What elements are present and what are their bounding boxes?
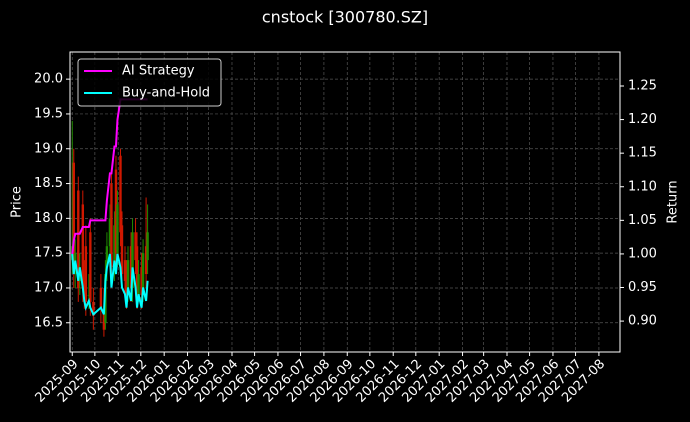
candle-body bbox=[108, 218, 112, 247]
candle-body bbox=[81, 204, 85, 288]
candle-body bbox=[120, 225, 124, 275]
y2-tick-label: 1.25 bbox=[628, 78, 657, 93]
candle-body bbox=[129, 246, 133, 288]
y2-tick-label: 1.00 bbox=[628, 246, 657, 261]
legend-label: AI Strategy bbox=[122, 64, 195, 79]
y-tick-label: 17.0 bbox=[34, 280, 63, 295]
candle-body bbox=[123, 260, 127, 282]
y-tick-label: 19.5 bbox=[34, 106, 63, 121]
candle-body bbox=[144, 246, 148, 275]
candle-body bbox=[102, 308, 106, 330]
legend-box bbox=[77, 58, 222, 107]
candle-body bbox=[83, 281, 86, 295]
candle-body bbox=[105, 246, 109, 268]
candle-body bbox=[135, 246, 139, 295]
y2-tick-label: 0.90 bbox=[628, 314, 657, 329]
candle-body bbox=[116, 204, 119, 254]
candle-body bbox=[125, 274, 128, 295]
y-tick-label: 18.0 bbox=[34, 211, 63, 226]
chart-title: cnstock [300780.SZ] bbox=[262, 8, 428, 27]
plot-frame bbox=[69, 51, 621, 353]
candle-body bbox=[113, 225, 116, 268]
y2-tick-label: 1.05 bbox=[628, 213, 657, 228]
candle-body bbox=[110, 183, 113, 268]
candle-body bbox=[119, 155, 122, 233]
legend-label: Buy-and-Hold bbox=[122, 86, 210, 101]
candle-body bbox=[77, 190, 80, 288]
candle-body bbox=[84, 246, 88, 302]
candle-body bbox=[126, 260, 130, 295]
candle-body bbox=[114, 169, 118, 254]
candle-body bbox=[140, 267, 143, 295]
candle-body bbox=[131, 232, 134, 288]
y2-tick-label: 0.95 bbox=[628, 280, 657, 295]
candle-body bbox=[99, 287, 103, 309]
y2-tick-label: 1.10 bbox=[628, 179, 657, 194]
candle-body bbox=[137, 274, 140, 295]
candle-body bbox=[146, 232, 149, 261]
y-tick-label: 17.5 bbox=[34, 246, 63, 261]
y2-axis-label: Return bbox=[666, 180, 681, 223]
candle-body bbox=[92, 301, 95, 316]
candle-body bbox=[141, 253, 145, 295]
y-tick-label: 16.5 bbox=[34, 315, 63, 330]
legend: AI Strategy Buy-and-Hold bbox=[77, 58, 222, 107]
candle-body bbox=[89, 232, 92, 302]
candle-body bbox=[134, 232, 137, 261]
series-line bbox=[71, 253, 149, 317]
y-tick-label: 20.0 bbox=[34, 72, 63, 87]
y-tick-label: 19.0 bbox=[34, 141, 63, 156]
y2-tick-label: 1.20 bbox=[628, 112, 657, 127]
candle-body bbox=[72, 162, 75, 275]
candle-body bbox=[87, 294, 91, 296]
y-axis-label: Price bbox=[10, 186, 25, 218]
y2-tick-label: 1.15 bbox=[628, 146, 657, 161]
y-tick-label: 18.5 bbox=[34, 176, 63, 191]
